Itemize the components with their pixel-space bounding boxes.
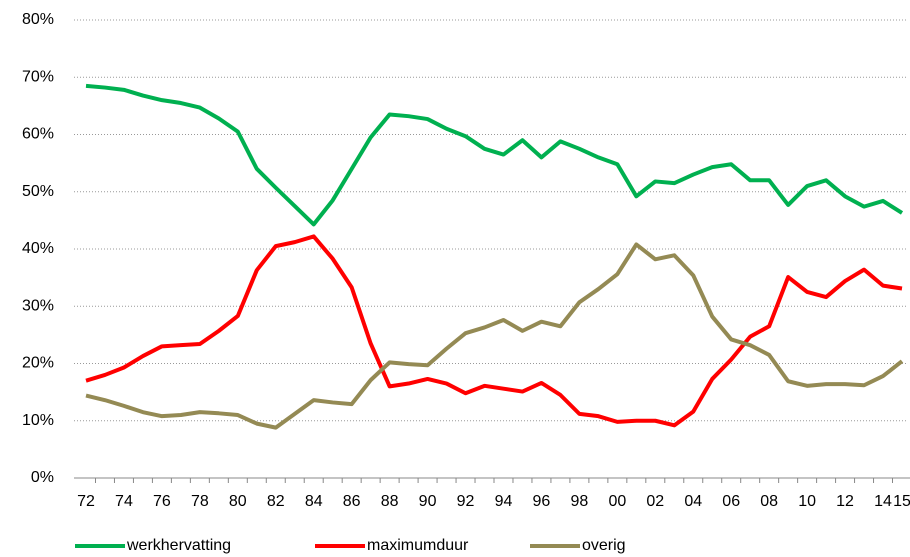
x-tick-label: 80 [229,493,247,510]
y-tick-label: 0% [31,469,54,486]
x-tick-label: 06 [722,493,740,510]
legend-label: overig [582,537,626,554]
x-tick-label: 14 [874,493,892,510]
x-tick-label: 74 [115,493,133,510]
x-tick-label: 86 [343,493,361,510]
y-tick-label: 20% [22,355,54,372]
x-tick-label: 92 [457,493,475,510]
x-tick-label: 88 [381,493,399,510]
x-tick-label: 04 [684,493,702,510]
x-tick-label: 15 [893,493,910,510]
x-tick-label: 12 [836,493,854,510]
series-line [85,234,903,428]
series-line [85,242,904,430]
x-tick-label: 10 [798,493,816,510]
x-tick-label: 98 [570,493,588,510]
y-tick-label: 30% [22,297,54,314]
y-tick-label: 70% [22,68,54,85]
x-tick-label: 96 [533,493,551,510]
x-tick-label: 76 [153,493,171,510]
y-tick-label: 60% [22,126,54,143]
x-tick-label: 08 [760,493,778,510]
series-line [85,83,904,227]
x-tick-label: 72 [77,493,95,510]
y-tick-label: 40% [22,240,54,257]
legend-label: werkhervatting [126,537,231,554]
legend-label: maximumduur [367,537,469,554]
y-tick-label: 10% [22,412,54,429]
x-tick-label: 02 [646,493,664,510]
y-tick-label: 50% [22,183,54,200]
x-tick-label: 82 [267,493,285,510]
x-tick-label: 78 [191,493,209,510]
x-tick-label: 00 [608,493,626,510]
x-tick-label: 94 [495,493,513,510]
x-tick-label: 90 [419,493,437,510]
x-tick-label: 84 [305,493,323,510]
y-tick-label: 80% [22,11,54,28]
